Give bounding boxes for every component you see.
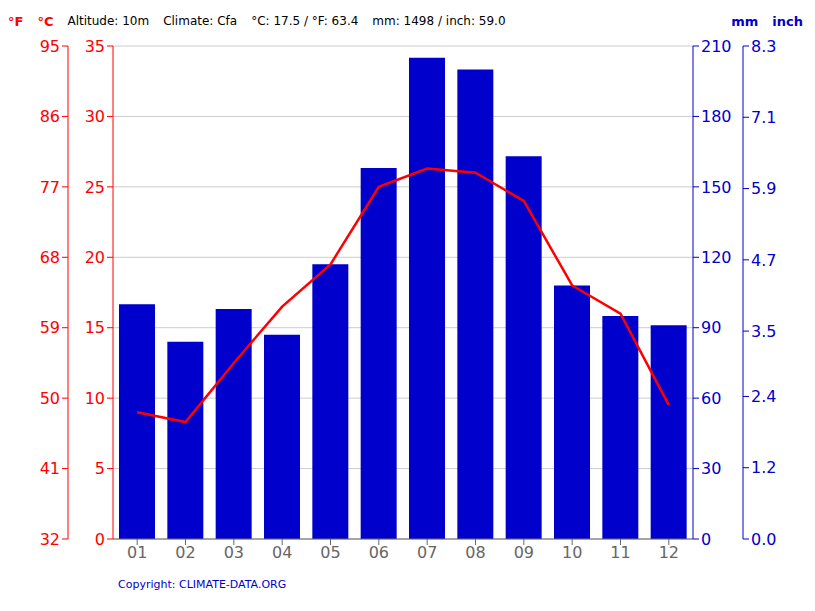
- svg-text:7.1: 7.1: [751, 108, 776, 127]
- svg-text:50: 50: [40, 389, 60, 408]
- svg-text:8.3: 8.3: [751, 37, 776, 56]
- svg-text:20: 20: [85, 248, 105, 267]
- html-text:°C: 17.5 / °F: 63.4: °C: 17.5 / °F: 63.4: [251, 14, 359, 28]
- svg-text:32: 32: [40, 530, 60, 549]
- svg-text:5: 5: [95, 459, 105, 478]
- svg-text:95: 95: [40, 37, 60, 56]
- svg-text:01: 01: [127, 543, 147, 562]
- svg-text:11: 11: [610, 543, 630, 562]
- svg-text:09: 09: [514, 543, 534, 562]
- svg-text:10: 10: [562, 543, 582, 562]
- svg-text:04: 04: [272, 543, 292, 562]
- html-text:mm: mm: [731, 13, 759, 29]
- svg-text:120: 120: [701, 248, 732, 267]
- svg-text:150: 150: [701, 178, 732, 197]
- svg-text:0: 0: [95, 530, 105, 549]
- svg-text:86: 86: [40, 107, 60, 126]
- svg-text:02: 02: [175, 543, 195, 562]
- html-text:Altitude: 10m: Altitude: 10m: [67, 14, 150, 28]
- svg-text:0.0: 0.0: [751, 530, 776, 549]
- svg-text:2.4: 2.4: [751, 387, 776, 406]
- svg-text:90: 90: [701, 318, 721, 337]
- svg-text:30: 30: [85, 107, 105, 126]
- html-text:Climate: Cfa: Climate: Cfa: [163, 14, 238, 28]
- svg-text:68: 68: [40, 248, 60, 267]
- svg-text:3.5: 3.5: [751, 322, 776, 341]
- html-text:°C: °C: [37, 13, 54, 29]
- svg-text:05: 05: [320, 543, 340, 562]
- html-text:mm: 1498 / inch: 59.0: mm: 1498 / inch: 59.0: [372, 14, 506, 28]
- svg-text:210: 210: [701, 37, 732, 56]
- svg-text:60: 60: [701, 389, 721, 408]
- svg-text:07: 07: [417, 543, 437, 562]
- svg-text:12: 12: [659, 543, 679, 562]
- svg-text:0: 0: [701, 530, 711, 549]
- svg-text:1.2: 1.2: [751, 458, 776, 477]
- svg-text:180: 180: [701, 107, 732, 126]
- svg-text:10: 10: [85, 389, 105, 408]
- html-text:°F: °F: [8, 13, 24, 29]
- html-text:inch: inch: [772, 13, 803, 29]
- svg-text:03: 03: [224, 543, 244, 562]
- svg-text:77: 77: [40, 178, 60, 197]
- svg-text:5.9: 5.9: [751, 179, 776, 198]
- html-text:Copyright: CLIMATE-DATA.ORG: Copyright: CLIMATE-DATA.ORG: [118, 578, 287, 591]
- svg-text:59: 59: [40, 318, 60, 337]
- svg-text:4.7: 4.7: [751, 251, 776, 270]
- svg-text:15: 15: [85, 318, 105, 337]
- svg-text:41: 41: [40, 459, 60, 478]
- svg-text:35: 35: [85, 37, 105, 56]
- svg-text:08: 08: [465, 543, 485, 562]
- svg-text:30: 30: [701, 459, 721, 478]
- svg-text:06: 06: [369, 543, 389, 562]
- svg-text:25: 25: [85, 178, 105, 197]
